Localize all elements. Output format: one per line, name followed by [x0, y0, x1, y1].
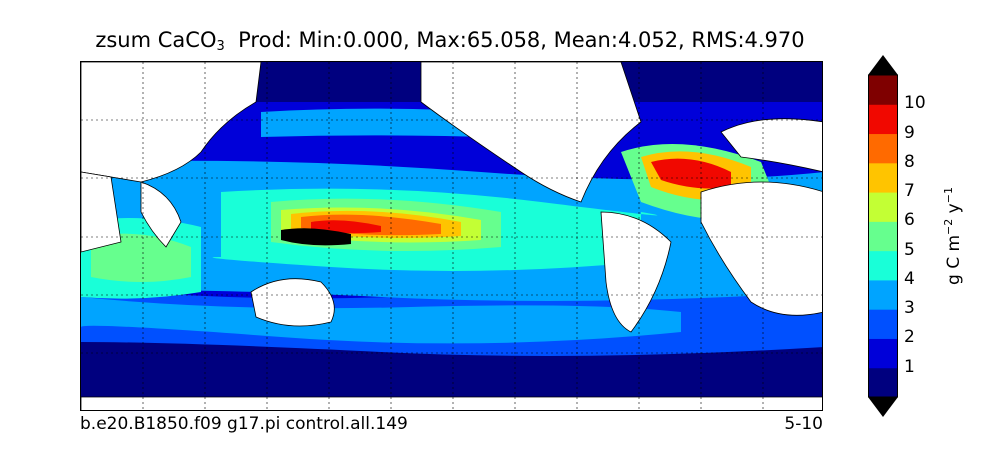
south-band-3: [81, 297, 681, 344]
colorbar-tick-label: 8: [904, 151, 915, 172]
map-canvas: [81, 62, 822, 410]
south-america-land: [600, 211, 672, 333]
date-range: 5-10: [784, 414, 823, 434]
arabia-africa-land: [81, 171, 122, 253]
pacific-band-9: [311, 220, 381, 234]
colorbar-border: [868, 74, 898, 398]
colorbar-tick-label: 1: [904, 356, 915, 377]
australia-land: [250, 278, 335, 327]
grid-lines: [81, 62, 822, 410]
colorbar-extend-low: [868, 397, 898, 417]
india-land: [140, 181, 182, 248]
colorbar-tick-label: 7: [904, 181, 915, 202]
colorbar-tick-label: 3: [904, 298, 915, 319]
atlantic-band-9: [651, 158, 731, 189]
colorbar-label: g C m−2 y−1: [942, 187, 964, 285]
colorbar-tick-label: 2: [904, 327, 915, 348]
antarctica-land: [81, 396, 822, 410]
colorbar-segment: [868, 192, 898, 222]
land-masses: [81, 62, 822, 410]
colorbar-tick-label: 10: [904, 93, 926, 114]
colorbar-segment: [868, 338, 898, 369]
colorbar-tick-label: 5: [904, 239, 915, 260]
colorbar-tick-label: 4: [904, 268, 915, 289]
colorbar-segment: [868, 75, 898, 105]
europe-land: [720, 118, 822, 172]
colorbar-segment: [868, 250, 898, 281]
colorbar-segment: [868, 279, 898, 310]
colorbar-segment: [868, 221, 898, 252]
colorbar-tick-label: 6: [904, 210, 915, 231]
colorbar-segment: [868, 309, 898, 339]
africa-land: [700, 181, 822, 316]
colorbar-tick-label: 9: [904, 122, 915, 143]
case-name: b.e20.B1850.f09 g17.pi control.all.149: [80, 414, 408, 434]
global-map: [80, 61, 823, 411]
colorbar-segment: [868, 104, 898, 135]
colorbar-segment: [868, 367, 898, 398]
plot-title: zsum CaCO3 Prod: Min:0.000, Max:65.058, …: [95, 28, 805, 54]
colorbar-segment: [868, 162, 898, 193]
north-america-land: [420, 62, 642, 203]
asia-land: [81, 62, 262, 183]
colorbar-segment: [868, 133, 898, 164]
colorbar: [868, 55, 898, 417]
colorbar-extend-high: [868, 55, 898, 75]
